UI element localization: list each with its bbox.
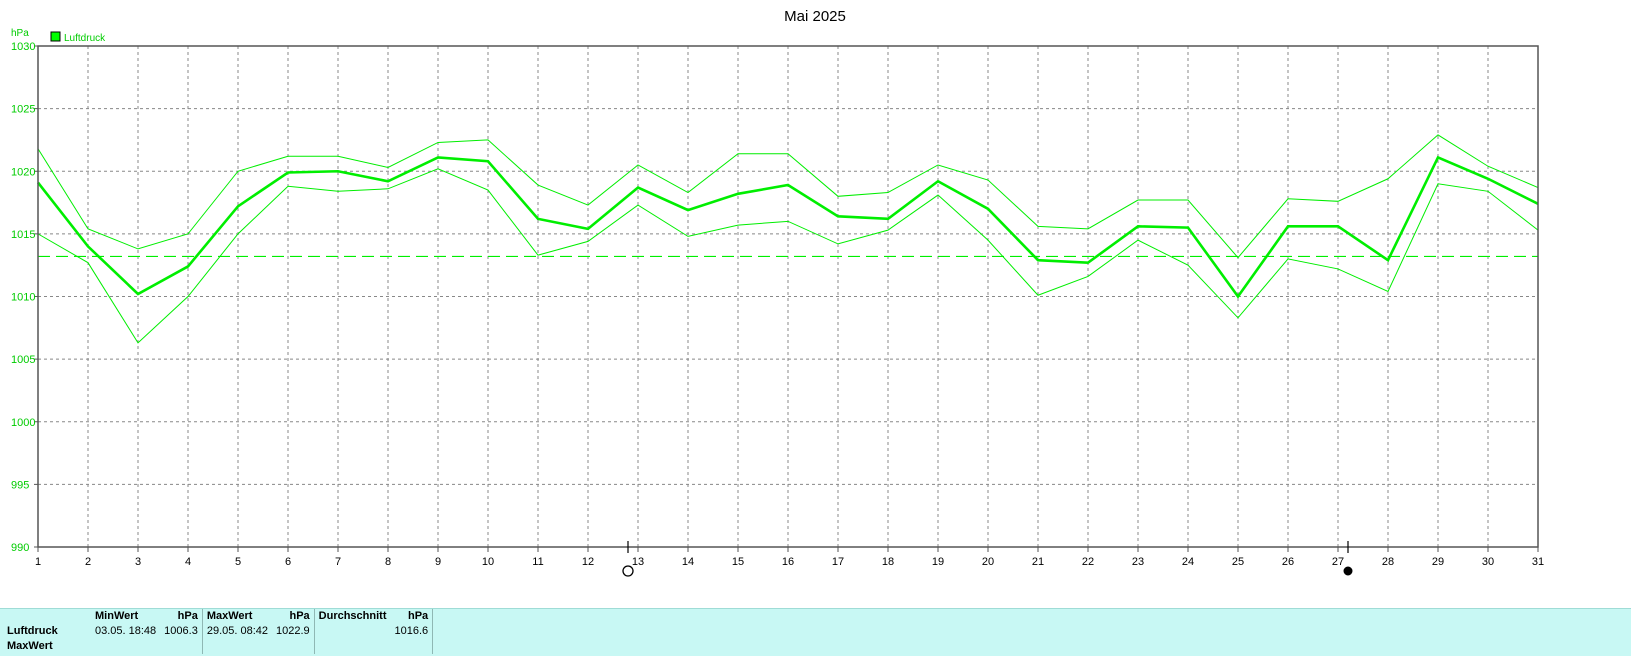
min-value: 1006.3 bbox=[160, 624, 203, 639]
y-tick-label: 995 bbox=[11, 479, 29, 491]
y-tick-label: 1020 bbox=[11, 166, 35, 178]
x-tick-label: 26 bbox=[1282, 556, 1294, 568]
avg-value: 1016.6 bbox=[390, 624, 434, 639]
y-axis-ticks: 1030 1025 1020 1015 1010 1005 1000 995 990 bbox=[11, 41, 38, 554]
x-tick-label: 24 bbox=[1182, 556, 1194, 568]
statistics-row-maxwert: MaxWert bbox=[0, 639, 434, 654]
x-tick-label: 16 bbox=[782, 556, 794, 568]
x-tick-label: 31 bbox=[1532, 556, 1544, 568]
y-tick-label: 1005 bbox=[11, 354, 35, 366]
x-tick-label: 2 bbox=[85, 556, 91, 568]
max-value: 1022.9 bbox=[272, 624, 315, 639]
x-tick-label: 20 bbox=[982, 556, 994, 568]
statistics-table: MinWert hPa MaxWert hPa Durchschnitt hPa… bbox=[0, 609, 434, 654]
x-tick-label: 9 bbox=[435, 556, 441, 568]
row-label: Luftdruck bbox=[7, 625, 58, 637]
moon-phase-markers bbox=[622, 541, 1353, 577]
series-line-max bbox=[37, 134, 1539, 259]
x-tick-label: 4 bbox=[185, 556, 191, 568]
y-tick-label: 1015 bbox=[11, 229, 35, 241]
x-tick-label: 3 bbox=[135, 556, 141, 568]
max-time: 29.05. 08:42 bbox=[206, 625, 268, 637]
avg-unit-header: hPa bbox=[390, 609, 434, 624]
row-label: MaxWert bbox=[7, 640, 53, 652]
legend-swatch bbox=[50, 31, 61, 42]
x-tick-label: 17 bbox=[832, 556, 844, 568]
x-tick-label: 25 bbox=[1232, 556, 1244, 568]
x-tick-label: 27 bbox=[1332, 556, 1344, 568]
x-axis-ticks: 1 2 3 4 5 6 7 8 9 10 11 12 13 14 15 16 17 18 19 20 21 22 23 24 2… bbox=[35, 547, 1544, 568]
legend-label: Luftdruck bbox=[64, 33, 106, 44]
y-tick-label: 990 bbox=[11, 542, 29, 554]
x-tick-label: 19 bbox=[932, 556, 944, 568]
statistics-row-luftdruck: Luftdruck 03.05. 18:48 1006.3 29.05. 08:… bbox=[0, 624, 434, 639]
full-moon-icon bbox=[622, 565, 634, 577]
x-tick-label: 5 bbox=[235, 556, 241, 568]
x-tick-label: 15 bbox=[732, 556, 744, 568]
x-tick-label: 30 bbox=[1482, 556, 1494, 568]
x-tick-label: 10 bbox=[482, 556, 494, 568]
chart-title: Mai 2025 bbox=[784, 8, 846, 25]
series-line-mean bbox=[36, 155, 1539, 299]
x-tick-label: 29 bbox=[1432, 556, 1444, 568]
min-header: MinWert bbox=[95, 610, 139, 622]
min-time: 03.05. 18:48 bbox=[95, 625, 157, 637]
series-lines bbox=[36, 134, 1539, 344]
x-tick-label: 6 bbox=[285, 556, 291, 568]
x-tick-label: 12 bbox=[582, 556, 594, 568]
x-tick-label: 18 bbox=[882, 556, 894, 568]
avg-header: Durchschnitt bbox=[318, 610, 387, 622]
avg-spacer bbox=[314, 624, 390, 639]
max-unit-header: hPa bbox=[272, 609, 315, 624]
x-tick-label: 8 bbox=[385, 556, 391, 568]
y-tick-label: 1000 bbox=[11, 417, 35, 429]
y-axis-unit-label: hPa bbox=[11, 28, 29, 39]
y-tick-label: 1010 bbox=[11, 292, 35, 304]
grid bbox=[37, 45, 1539, 548]
series-line-min bbox=[37, 168, 1539, 344]
x-tick-label: 23 bbox=[1132, 556, 1144, 568]
chart: Mai 2025 hPa Luftdruck 10301025102010151… bbox=[11, 8, 1544, 577]
x-tick-label: 1 bbox=[35, 556, 41, 568]
x-tick-label: 28 bbox=[1382, 556, 1394, 568]
statistics-panel: MinWert hPa MaxWert hPa Durchschnitt hPa… bbox=[0, 608, 1631, 656]
x-tick-label: 22 bbox=[1082, 556, 1094, 568]
x-tick-label: 11 bbox=[532, 556, 543, 568]
statistics-header-row: MinWert hPa MaxWert hPa Durchschnitt hPa bbox=[0, 609, 434, 624]
y-tick-label: 1030 bbox=[11, 41, 35, 53]
x-tick-label: 14 bbox=[682, 556, 694, 568]
x-tick-label: 7 bbox=[335, 556, 341, 568]
x-tick-label: 13 bbox=[632, 556, 644, 568]
max-header: MaxWert bbox=[206, 610, 253, 622]
x-tick-label: 21 bbox=[1032, 556, 1044, 568]
empty-header-cell bbox=[0, 609, 91, 624]
new-moon-icon bbox=[1343, 566, 1353, 576]
y-tick-label: 1025 bbox=[11, 104, 35, 116]
min-unit-header: hPa bbox=[160, 609, 203, 624]
